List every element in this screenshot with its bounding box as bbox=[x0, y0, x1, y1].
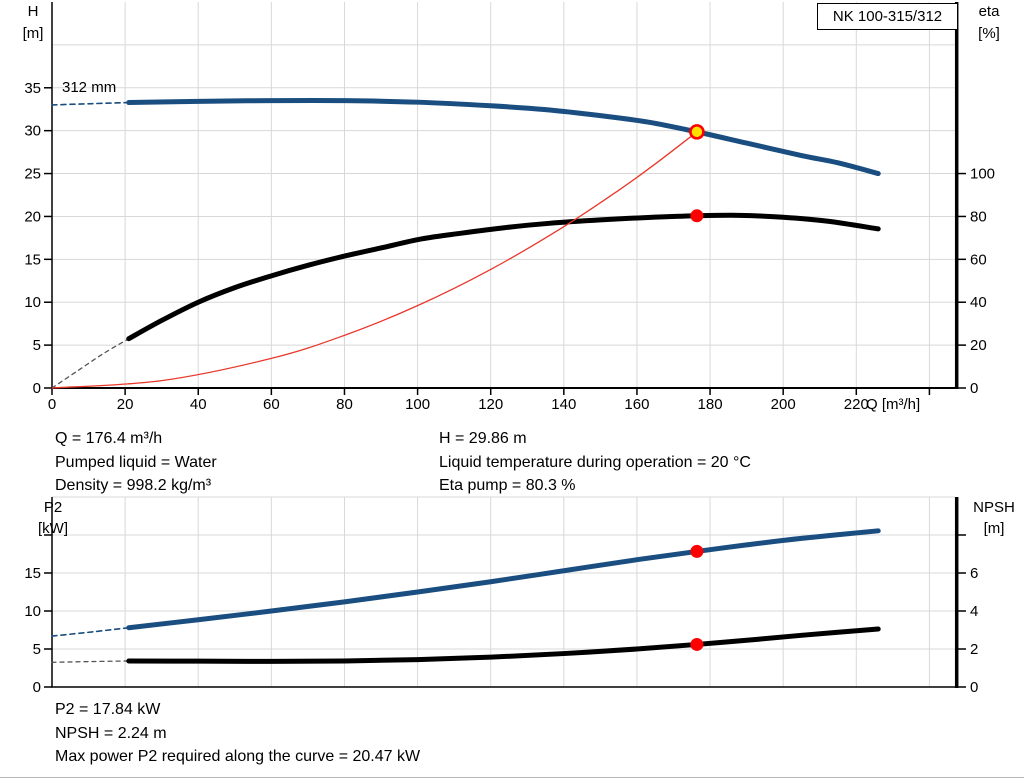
info-line-density: Density = 998.2 kg/m³ bbox=[55, 477, 212, 494]
info-line-p2: P2 = 17.84 kW bbox=[55, 701, 161, 718]
right-tick-label: 60 bbox=[970, 251, 987, 268]
x-tick-label: 140 bbox=[551, 396, 576, 413]
left-tick-label: 30 bbox=[24, 123, 41, 140]
left-tick-label: 0 bbox=[33, 679, 41, 696]
left-tick-label: 15 bbox=[24, 251, 41, 268]
p2-axis-unit: [kW] bbox=[38, 520, 68, 537]
right-tick-label: 20 bbox=[970, 337, 987, 354]
right-tick-label: 4 bbox=[970, 603, 978, 620]
right-tick-label: 100 bbox=[970, 166, 995, 183]
right-tick-label: 0 bbox=[970, 380, 978, 397]
efficiency-curve-extrapolated bbox=[51, 338, 130, 389]
left-tick-label: 15 bbox=[24, 565, 41, 582]
left-tick-label: 20 bbox=[24, 208, 41, 225]
p2-point bbox=[690, 544, 704, 558]
npsh-curve bbox=[126, 626, 881, 664]
info-line-maxpower: Max power P2 required along the curve = … bbox=[55, 748, 421, 765]
left-tick-label: 10 bbox=[24, 603, 41, 620]
x-tick-label: 120 bbox=[478, 396, 503, 413]
x-tick-label: 40 bbox=[190, 396, 207, 413]
left-tick-label: 5 bbox=[33, 337, 41, 354]
left-tick-label: 0 bbox=[33, 380, 41, 397]
bottom-divider bbox=[0, 777, 1024, 778]
pump-type-box: NK 100-315/312 bbox=[817, 3, 958, 30]
p2-axis-label: P2 bbox=[43, 499, 63, 516]
eta-axis-unit: [%] bbox=[978, 25, 1000, 42]
efficiency-curve bbox=[126, 212, 881, 342]
operating-data-left: Q = 176.4 m³/h Pumped liquid = Water Den… bbox=[55, 427, 217, 498]
info-line-liquid: Pumped liquid = Water bbox=[55, 453, 217, 471]
info-line-h: H = 29.86 m bbox=[439, 430, 527, 447]
info-line-temperature: Liquid temperature during operation = 20… bbox=[439, 453, 751, 471]
npsh-curve-extrapolated bbox=[51, 660, 130, 663]
operating-data-right: H = 29.86 m Liquid temperature during op… bbox=[439, 427, 751, 498]
info-line-q: Q = 176.4 m³/h bbox=[55, 430, 163, 447]
chart-1: 0 5 10 15 0 2 4 6 bbox=[24, 496, 978, 696]
head-curve-extrapolated bbox=[51, 101, 130, 106]
duty-point bbox=[689, 124, 705, 140]
left-tick-label: 5 bbox=[33, 641, 41, 658]
left-tick-label: 10 bbox=[24, 294, 41, 311]
x-tick-label: 60 bbox=[263, 396, 280, 413]
info-line-npsh: NPSH = 2.24 m bbox=[55, 724, 167, 742]
head-curve-312mm bbox=[126, 98, 881, 177]
h-axis-unit: [m] bbox=[22, 25, 44, 42]
duty-parabola bbox=[51, 131, 698, 389]
npsh-axis-unit: [m] bbox=[983, 520, 1005, 537]
eta-axis-label: eta bbox=[978, 3, 1000, 20]
h-axis-label: H bbox=[27, 3, 39, 20]
x-tick-label: 20 bbox=[117, 396, 134, 413]
right-tick-label: 2 bbox=[970, 641, 978, 658]
p2-curve-extrapolated bbox=[51, 626, 130, 637]
x-tick-label: 80 bbox=[336, 396, 353, 413]
left-tick-label: 35 bbox=[24, 80, 41, 97]
x-tick-label: 0 bbox=[48, 396, 56, 413]
x-tick-label: 220 bbox=[844, 396, 869, 413]
npsh-point bbox=[690, 637, 704, 651]
q-axis-label: Q [m³/h] bbox=[866, 396, 921, 413]
right-tick-label: 80 bbox=[970, 208, 987, 225]
impeller-diameter-label: 312 mm bbox=[62, 79, 117, 96]
right-tick-label: 40 bbox=[970, 294, 987, 311]
info-line-eta: Eta pump = 80.3 % bbox=[439, 477, 576, 494]
x-tick-label: 180 bbox=[698, 396, 723, 413]
power-npsh-data: P2 = 17.84 kW NPSH = 2.24 m Max power P2… bbox=[55, 698, 420, 769]
x-tick-label: 200 bbox=[771, 396, 796, 413]
left-tick-label: 25 bbox=[24, 166, 41, 183]
right-tick-label: 0 bbox=[970, 679, 978, 696]
right-tick-label: 6 bbox=[970, 565, 978, 582]
x-tick-label: 160 bbox=[624, 396, 649, 413]
p2-curve bbox=[126, 528, 881, 631]
x-tick-label: 100 bbox=[405, 396, 430, 413]
npsh-axis-label: NPSH bbox=[973, 499, 1015, 516]
efficiency-point bbox=[690, 209, 704, 223]
chart-0: 0 5 10 15 20 25 30 35 0 20 40 60 80 100 0 20 40 60 80 100 12… bbox=[24, 2, 995, 413]
